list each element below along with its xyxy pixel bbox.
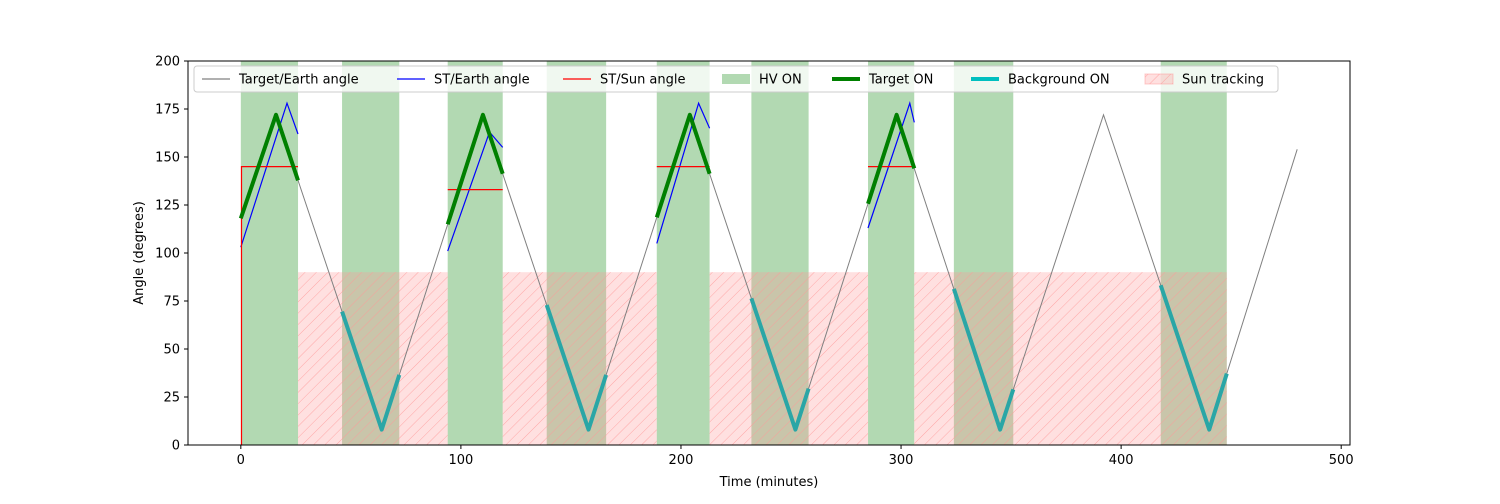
background-on-segment-0 bbox=[340, 310, 402, 432]
legend-box bbox=[193, 65, 1279, 93]
x-tick-label: 500 bbox=[1329, 453, 1354, 468]
legend-label-4: Target ON bbox=[868, 73, 933, 88]
sun-tracking-hatch-2 bbox=[709, 272, 869, 445]
background-on-segment-4 bbox=[1158, 284, 1229, 432]
x-tick-label: 0 bbox=[237, 453, 245, 468]
target-on-segment-2 bbox=[654, 112, 712, 219]
y-tick-label: 150 bbox=[155, 151, 180, 166]
x-tick-label: 100 bbox=[448, 453, 473, 468]
hv-on-span-2 bbox=[447, 61, 503, 445]
background-on-segment-1 bbox=[544, 304, 609, 432]
hv-on-span-0 bbox=[240, 61, 299, 445]
legend-swatch-3 bbox=[722, 74, 750, 84]
legend-label-6: Sun tracking bbox=[1182, 73, 1264, 88]
target-on-segment-1 bbox=[445, 112, 505, 225]
st-sun-segment-0 bbox=[240, 166, 298, 445]
y-tick-label: 0 bbox=[172, 439, 180, 454]
y-tick-label: 75 bbox=[163, 295, 180, 310]
x-tick-label: 400 bbox=[1109, 453, 1134, 468]
hv-on-span-6 bbox=[868, 61, 915, 445]
legend-label-3: HV ON bbox=[759, 73, 802, 88]
y-tick-label: 125 bbox=[155, 199, 180, 214]
st-earth-segment-3 bbox=[867, 101, 915, 229]
sun-tracking-hatch-0 bbox=[298, 272, 448, 445]
sun-tracking-hatch-3 bbox=[914, 272, 1227, 445]
legend-label-0: Target/Earth angle bbox=[238, 73, 359, 88]
sun-tracking-hatch-1 bbox=[502, 272, 657, 445]
legend-label-5: Background ON bbox=[1008, 73, 1110, 88]
y-tick-label: 200 bbox=[155, 55, 180, 70]
y-tick-label: 175 bbox=[155, 103, 180, 118]
y-tick-label: 25 bbox=[163, 391, 180, 406]
target-on-segment-3 bbox=[866, 112, 917, 205]
x-tick-label: 200 bbox=[669, 453, 694, 468]
st-earth-segment-2 bbox=[656, 101, 711, 244]
y-tick-label: 50 bbox=[163, 343, 180, 358]
y-axis-label: Angle (degrees) bbox=[132, 201, 147, 305]
legend-label-2: ST/Sun angle bbox=[600, 73, 686, 88]
legend-label-1: ST/Earth angle bbox=[434, 73, 530, 88]
x-axis-label: Time (minutes) bbox=[719, 475, 819, 490]
st-earth-segment-0 bbox=[240, 101, 299, 248]
y-tick-label: 100 bbox=[155, 247, 180, 262]
background-on-segment-2 bbox=[749, 297, 811, 432]
legend-hatch-6 bbox=[1145, 74, 1173, 84]
background-on-segment-3 bbox=[951, 288, 1016, 432]
hv-on-span-4 bbox=[656, 61, 710, 445]
target-on-segment-0 bbox=[238, 112, 300, 220]
x-tick-label: 300 bbox=[889, 453, 914, 468]
